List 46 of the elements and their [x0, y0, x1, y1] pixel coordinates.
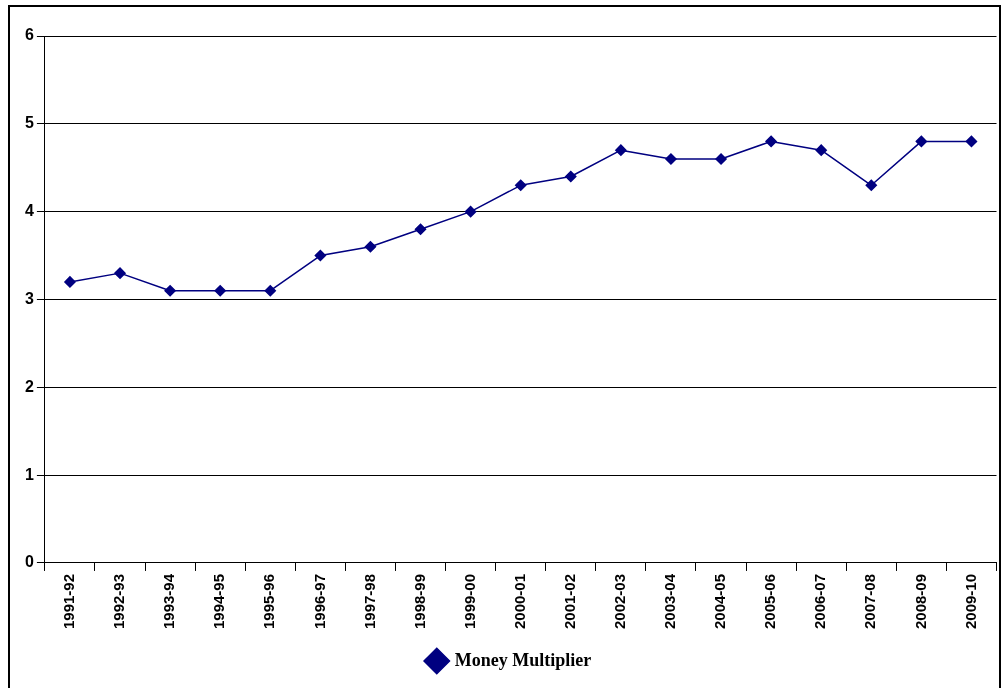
- x-tick-label: 2007-08: [861, 573, 879, 630]
- y-tick-label: 4: [24, 202, 34, 220]
- x-tick-label: 1999-00: [460, 573, 478, 630]
- point: [765, 135, 777, 148]
- point: [214, 284, 226, 297]
- y-tick-label: 0: [24, 553, 34, 571]
- x-tick-label: 1998-99: [410, 573, 428, 630]
- y-tick-label: 1: [24, 465, 34, 483]
- y-tick-label: 2: [24, 377, 34, 395]
- x-tick-label: 1996-97: [310, 573, 328, 630]
- x-tick-label: 1994-95: [210, 573, 228, 630]
- point: [565, 170, 577, 183]
- point: [64, 276, 76, 288]
- x-tick-label: 2006-07: [811, 573, 829, 630]
- x-tick-label: 1995-96: [260, 573, 278, 630]
- point: [715, 153, 727, 165]
- point: [314, 249, 327, 262]
- x-tick-label: 2000-01: [510, 573, 528, 630]
- point: [514, 179, 527, 192]
- point: [264, 284, 277, 297]
- x-tick-label: 2003-04: [661, 573, 679, 630]
- x-tick-label: 1991-92: [60, 573, 78, 630]
- point: [665, 153, 677, 165]
- x-tick-label: 1997-98: [360, 573, 378, 630]
- y-tick-label: 6: [24, 26, 34, 44]
- x-tick-label: 2005-06: [761, 573, 779, 630]
- point: [915, 135, 928, 148]
- point: [615, 144, 627, 156]
- point: [414, 223, 427, 235]
- point: [865, 179, 878, 192]
- x-tick-label: 1992-93: [110, 573, 128, 630]
- point: [965, 135, 978, 148]
- x-tick-label: 2004-05: [711, 573, 729, 630]
- y-tick-label: 5: [24, 114, 34, 132]
- legend-label: Money Multiplier: [454, 649, 592, 670]
- point: [464, 205, 477, 218]
- x-tick-label: 2002-03: [611, 573, 629, 630]
- y-tick-label: 3: [24, 289, 34, 307]
- x-tick-label: 1993-94: [160, 573, 178, 630]
- x-tick-label: 2009-10: [961, 573, 979, 630]
- point: [114, 267, 126, 279]
- point: [364, 241, 377, 253]
- x-tick-label: 2001-02: [560, 573, 578, 630]
- point: [815, 144, 827, 156]
- point: [164, 284, 176, 297]
- x-tick-label: 2008-09: [911, 573, 929, 630]
